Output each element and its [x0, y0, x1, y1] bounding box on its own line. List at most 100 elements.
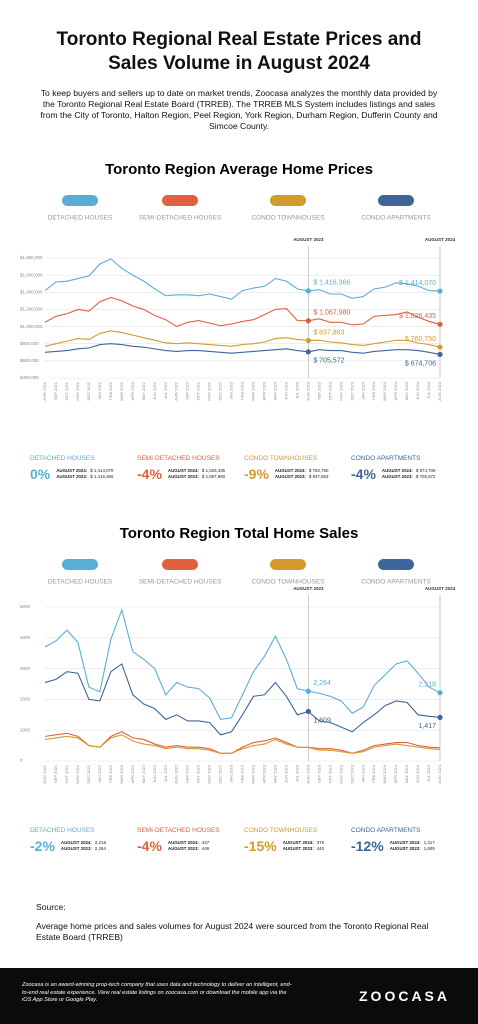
point: [305, 337, 311, 344]
y-tick-label: $1,400,000: [20, 289, 43, 294]
point: [437, 344, 443, 350]
summary-change: -4%: [137, 466, 162, 482]
x-tick-label: MAY 2022: [141, 764, 146, 783]
x-tick-label: OCT 2023: [327, 764, 332, 783]
summary-table: AUGUST 2024: 2,218 AUGUST 2023: 2,264: [61, 840, 106, 852]
x-tick-label: JUN 2022: [152, 381, 157, 400]
summary-row: -9% AUGUST 2024: $ 760,750 AUGUST 2023: $ 83…: [244, 466, 351, 482]
x-tick-label: APR 2023: [262, 381, 267, 400]
x-tick-label: MAY 2024: [404, 381, 409, 400]
series-line: [44, 663, 441, 736]
x-tick-label: AUG 2021: [42, 381, 47, 400]
x-tick-label: NOV 2022: [207, 381, 212, 400]
summary-value: 2,218: [94, 840, 106, 845]
source-text: Average home prices and sales volumes fo…: [36, 921, 429, 942]
x-tick-label: OCT 2022: [196, 381, 201, 400]
legend-swatch: [378, 559, 414, 570]
marker-label: AUGUST 2024: [425, 586, 456, 591]
data-label: $ 837,863: [313, 329, 344, 336]
summary-name: SEMI-DETACHED HOUSES: [137, 827, 220, 834]
y-tick-label: 2000: [20, 697, 31, 702]
x-tick-label: FEB 2023: [240, 381, 245, 400]
x-tick-label: FEB 2024: [371, 764, 376, 783]
x-tick-label: SEP 2022: [185, 381, 190, 400]
summary-line: AUGUST 2024: 2,218: [61, 840, 106, 846]
summary-key: AUGUST 2024:: [282, 840, 314, 845]
x-tick-label: OCT 2021: [64, 764, 69, 783]
x-tick-label: AUG 2023: [305, 381, 310, 400]
summary-change: -2%: [30, 838, 55, 854]
data-label: 2,264: [313, 680, 331, 687]
summary-table: AUGUST 2024: 376 AUGUST 2023: 440: [283, 840, 324, 852]
x-tick-label: AUG 2021: [42, 764, 47, 783]
summary-line: AUGUST 2024: $ 1,414,070: [56, 468, 113, 474]
legend-label: DETACHED HOUSES: [48, 579, 113, 586]
summary-value: 446: [201, 846, 210, 851]
x-tick-label: JUN 2024: [415, 764, 420, 783]
summary-item: CONDO APARTMENTS -12% AUGUST 2024: 1,417 AUG…: [351, 827, 458, 854]
x-tick-label: JUL 2024: [426, 764, 431, 782]
x-tick-label: MAR 2024: [382, 764, 387, 784]
x-tick-label: AUG 2024: [437, 764, 442, 783]
summary-value: $ 705,572: [415, 474, 436, 479]
x-tick-label: OCT 2022: [196, 764, 201, 783]
summary-value: 440: [316, 846, 325, 851]
x-tick-label: JAN 2023: [229, 381, 234, 399]
x-tick-label: FEB 2022: [108, 764, 113, 783]
summary-value: $ 760,750: [308, 468, 329, 473]
summary-line: AUGUST 2024: 427: [168, 840, 209, 846]
summary-key: AUGUST 2023:: [282, 846, 314, 851]
summary-row: -12% AUGUST 2024: 1,417 AUGUST 2023: 1,609: [351, 838, 458, 854]
x-tick-label: FEB 2023: [240, 764, 245, 783]
summary-name: CONDO APARTMENTS: [351, 827, 421, 834]
summary-table: AUGUST 2024: 1,417 AUGUST 2023: 1,609: [390, 840, 435, 852]
legend-swatch: [162, 195, 198, 206]
x-tick-label: NOV 2023: [338, 764, 343, 783]
summary-change: -4%: [351, 466, 376, 482]
point: [305, 349, 311, 355]
summary-row: -4% AUGUST 2024: 427 AUGUST 2023: 446: [137, 838, 244, 854]
y-tick-label: $400,000: [20, 375, 39, 380]
point: [305, 318, 311, 324]
summary-key: AUGUST 2023:: [381, 474, 413, 479]
legend-label: CONDO TOWNHOUSES: [251, 215, 325, 222]
y-tick-label: $800,000: [20, 341, 39, 346]
y-tick-label: 4000: [20, 635, 31, 640]
legend-label: CONDO APARTMENTS: [361, 579, 431, 586]
legend-label: CONDO TOWNHOUSES: [251, 579, 325, 586]
summary-name: CONDO APARTMENTS: [351, 455, 421, 462]
x-tick-label: NOV 2021: [75, 764, 80, 783]
series-line: [44, 731, 441, 754]
x-tick-label: APR 2022: [130, 381, 135, 400]
summary-value: $ 1,067,980: [201, 474, 226, 479]
summary-value: 1,609: [423, 846, 435, 851]
source-heading: Source:: [36, 902, 66, 912]
data-label: $ 1,067,980: [313, 310, 350, 317]
x-tick-label: MAR 2023: [251, 764, 256, 784]
sales-summary: DETACHED HOUSES -2% AUGUST 2024: 2,218 AUGUS…: [30, 827, 460, 854]
summary-key: AUGUST 2024:: [389, 840, 421, 845]
y-tick-label: 0: [20, 758, 23, 763]
legend-label: DETACHED HOUSES: [48, 215, 113, 222]
x-tick-label: JAN 2022: [97, 764, 102, 782]
x-tick-label: MAR 2022: [119, 381, 124, 401]
summary-item: DETACHED HOUSES 0% AUGUST 2024: $ 1,414,070…: [30, 455, 137, 482]
summary-value: 376: [316, 840, 325, 845]
x-tick-label: FEB 2022: [108, 381, 113, 400]
x-tick-label: APR 2024: [393, 381, 398, 400]
summary-key: AUGUST 2024:: [56, 468, 88, 473]
x-tick-label: OCT 2023: [327, 381, 332, 400]
x-tick-label: JAN 2023: [229, 764, 234, 782]
footer-text: Zoocasa is an award-winning prop-tech co…: [22, 982, 292, 1003]
page-title: Toronto Regional Real Estate Prices and …: [56, 29, 422, 74]
summary-line: AUGUST 2023: 446: [168, 846, 209, 852]
x-tick-label: JUL 2022: [163, 764, 168, 782]
x-tick-label: JUL 2022: [163, 381, 168, 399]
summary-value: 427: [201, 840, 210, 845]
legend-swatch: [270, 559, 306, 570]
y-tick-label: 5000: [20, 604, 31, 609]
summary-table: AUGUST 2024: $ 760,750 AUGUST 2023: $ 837,8…: [275, 468, 329, 480]
x-tick-label: SEP 2023: [316, 381, 321, 400]
summary-line: AUGUST 2024: $ 760,750: [275, 468, 329, 474]
x-tick-label: OCT 2021: [64, 381, 69, 400]
